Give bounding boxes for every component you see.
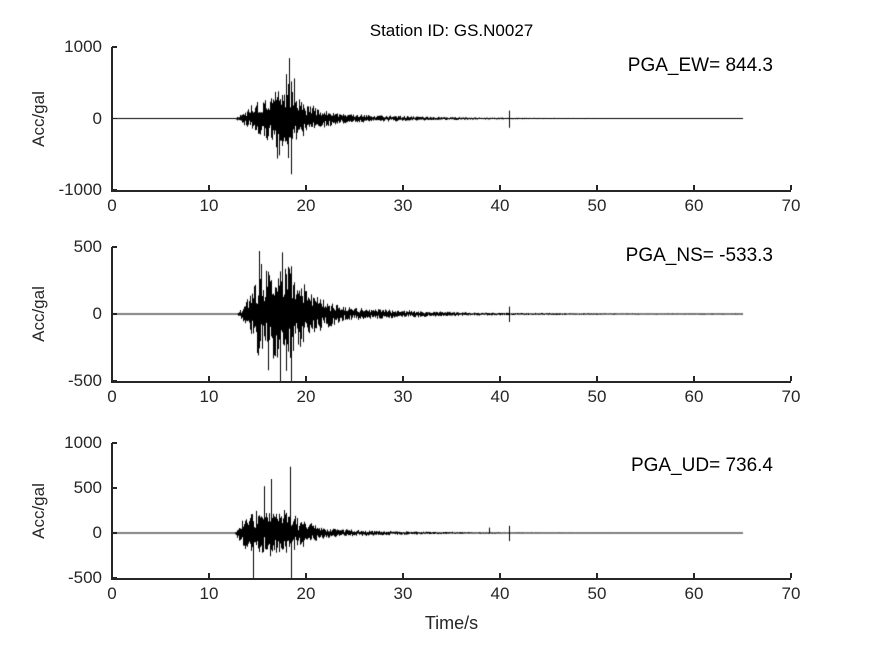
x-tick-mark: [790, 185, 792, 190]
x-tick-label: 70: [781, 584, 801, 603]
plot-area-ew: PGA_EW= 844.3: [111, 46, 792, 192]
x-tick-label: 20: [296, 584, 316, 603]
x-tick-label: 50: [587, 584, 607, 603]
y-tick-mark: [112, 487, 117, 489]
plot-area-ns: PGA_NS= -533.3: [111, 245, 792, 383]
x-axis-spine: [111, 578, 791, 580]
x-tick-mark: [402, 376, 404, 381]
x-tick-label: 20: [296, 196, 316, 215]
x-tick-label: 40: [490, 196, 510, 215]
x-tick-mark: [596, 185, 598, 190]
x-tick-mark: [305, 185, 307, 190]
figure-title: Station ID: GS.N0027: [369, 21, 534, 40]
y-axis-spine: [111, 443, 113, 579]
x-tick-mark: [499, 376, 501, 381]
x-tick-mark: [596, 573, 598, 578]
y-tick-label: 0: [92, 108, 102, 128]
x-tick-mark: [111, 573, 113, 578]
y-tick-mark: [112, 117, 117, 120]
y-tick-label: 0: [92, 304, 102, 323]
x-tick-mark: [208, 573, 210, 578]
x-tick-mark: [111, 376, 113, 381]
x-tick-label: 0: [107, 196, 117, 215]
y-tick-mark: [112, 442, 117, 444]
y-tick-label: -500: [67, 371, 102, 390]
x-tick-mark: [208, 376, 210, 381]
x-tick-label: 10: [199, 387, 219, 406]
x-tick-label: 50: [587, 196, 607, 215]
x-tick-mark: [402, 573, 404, 578]
x-tick-label: 10: [199, 196, 219, 215]
x-tick-mark: [693, 185, 695, 190]
y-tick-mark: [112, 532, 117, 534]
waveform-trace-ns: [112, 247, 791, 381]
y-tick-label: 1000: [64, 433, 102, 452]
y-axis-label-ud: Acc/gal: [28, 443, 50, 578]
y-tick-mark: [112, 577, 117, 579]
x-tick-label: 40: [490, 584, 510, 603]
y-tick-mark: [112, 380, 117, 382]
y-axis-spine: [111, 47, 113, 191]
subplot-ns: Acc/gal PGA_NS= -533.3 0 10 20 30 40 50 60 70 -5…: [29, 237, 800, 406]
plot-area-ud: PGA_UD= 736.4: [111, 442, 792, 580]
x-axis-spine: [111, 381, 791, 383]
x-axis-spine: [111, 190, 791, 192]
y-tick-label: -1000: [58, 180, 102, 199]
x-tick-label: 60: [684, 196, 704, 215]
pga-annotation-ns: PGA_NS= -533.3: [625, 245, 773, 266]
x-tick-label: 60: [684, 584, 704, 603]
y-tick-label: 1000: [64, 37, 102, 56]
x-tick-mark: [499, 185, 501, 190]
x-tick-label: 70: [781, 387, 801, 406]
x-tick-mark: [790, 376, 792, 381]
waveform-trace-ew: [112, 47, 791, 190]
x-tick-mark: [208, 185, 210, 190]
y-tick-label: 0: [92, 523, 102, 542]
subplot-ud: Acc/gal PGA_UD= 736.4 0 10 20 30 40 50 60 70 -50…: [29, 433, 800, 603]
pga-annotation-ud: PGA_UD= 736.4: [630, 455, 773, 476]
y-tick-mark: [112, 46, 117, 48]
x-tick-mark: [790, 573, 792, 578]
y-tick-mark: [112, 189, 117, 191]
y-tick-mark: [112, 313, 117, 315]
x-tick-label: 20: [296, 387, 316, 406]
x-tick-mark: [596, 376, 598, 381]
x-axis-label: Time/s: [424, 613, 479, 633]
x-tick-mark: [693, 573, 695, 578]
x-tick-label: 30: [393, 196, 413, 215]
x-tick-label: 0: [107, 584, 117, 603]
x-tick-mark: [402, 185, 404, 190]
x-tick-mark: [499, 573, 501, 578]
x-tick-label: 30: [393, 584, 413, 603]
y-tick-mark: [112, 246, 117, 248]
y-tick-label: 500: [73, 478, 102, 497]
y-axis-spine: [111, 247, 113, 382]
subplot-ew: Acc/gal PGA_EW= 844.3 0 10 20 30 40 50 60 70 -10…: [29, 37, 800, 215]
x-tick-label: 70: [781, 196, 801, 215]
waveform-trace-ud: [112, 443, 791, 578]
x-tick-mark: [305, 573, 307, 578]
x-tick-label: 30: [393, 387, 413, 406]
x-tick-label: 40: [490, 387, 510, 406]
x-tick-label: 0: [107, 387, 117, 406]
y-tick-label: 500: [73, 237, 102, 256]
y-tick-label: -500: [67, 568, 102, 587]
x-tick-label: 60: [684, 387, 704, 406]
x-tick-mark: [305, 376, 307, 381]
x-tick-mark: [693, 376, 695, 381]
x-tick-mark: [111, 185, 113, 190]
x-tick-label: 10: [199, 584, 219, 603]
pga-annotation-ew: PGA_EW= 844.3: [627, 55, 773, 76]
x-tick-label: 50: [587, 387, 607, 406]
